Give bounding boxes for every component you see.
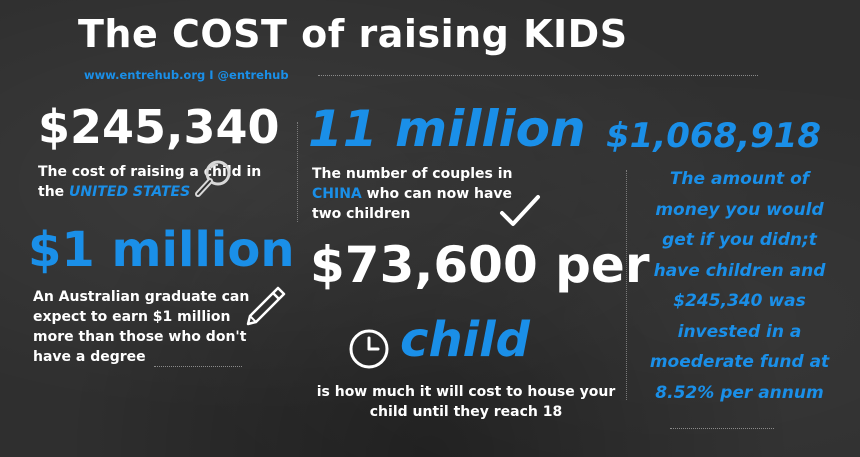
page-title: The COST of raising KIDS — [78, 12, 628, 56]
investment-value: $1,068,918 — [606, 116, 822, 156]
us-desc-prefix: the — [38, 184, 65, 200]
clock-icon — [348, 328, 390, 370]
investment-description: The amount of money you would get if you… — [632, 164, 847, 408]
australia-description: An Australian graduate can expect to ear… — [33, 287, 283, 367]
australia-value: $1 million — [28, 222, 295, 278]
china-desc-line2-rest: who can now have — [361, 186, 513, 202]
investment-divider — [670, 428, 774, 429]
magnifier-icon — [192, 158, 236, 200]
china-desc-line2: CHINA who can now have — [312, 184, 532, 204]
us-desc-line2: the UNITED STATES — [38, 182, 288, 202]
checkmark-icon — [498, 193, 542, 229]
australia-desc-line: more than those who don't — [33, 329, 247, 345]
subtitle-divider — [318, 75, 758, 76]
investment-desc-line: $245,340 was — [673, 291, 806, 311]
investment-desc-line: The amount of — [669, 169, 810, 189]
column-divider-right — [626, 170, 627, 400]
investment-desc-line: get if you didn;t — [662, 230, 817, 250]
investment-desc-line: invested in a — [677, 321, 802, 342]
investment-desc-line: 8.52% per annum — [655, 382, 824, 403]
us-cost-value: $245,340 — [38, 100, 280, 154]
china-desc-line1: The number of couples in — [312, 166, 513, 182]
us-cost-description: The cost of raising a child in the UNITE… — [38, 162, 288, 202]
us-desc-highlight: UNITED STATES — [69, 184, 191, 200]
housing-value: $73,600 per — [310, 236, 650, 294]
china-desc-line3: two children — [312, 206, 411, 222]
investment-desc-line: moederate fund at — [649, 352, 830, 372]
column-divider-left — [297, 122, 298, 222]
china-description: The number of couples in CHINA who can n… — [312, 164, 532, 224]
page-subtitle[interactable]: www.entrehub.org I @entrehub — [84, 68, 289, 82]
australia-divider — [154, 366, 242, 367]
australia-desc-line: expect to earn $1 million — [33, 309, 231, 325]
china-value: 11 million — [308, 100, 586, 158]
housing-desc-line: child until they reach 18 — [369, 404, 563, 420]
housing-desc-line: is how much it will cost to house your — [316, 384, 616, 400]
housing-value-unit: child — [400, 312, 530, 368]
china-desc-highlight: CHINA — [312, 186, 362, 202]
australia-desc-line: An Australian graduate can — [33, 289, 250, 305]
investment-desc-line: have children and — [653, 260, 826, 281]
australia-desc-line: have a degree — [33, 349, 146, 365]
us-desc-line1: The cost of raising a child in — [38, 164, 262, 180]
housing-description: is how much it will cost to house your c… — [306, 382, 626, 422]
pencil-icon — [242, 284, 288, 330]
investment-desc-line: money you would — [655, 199, 824, 220]
